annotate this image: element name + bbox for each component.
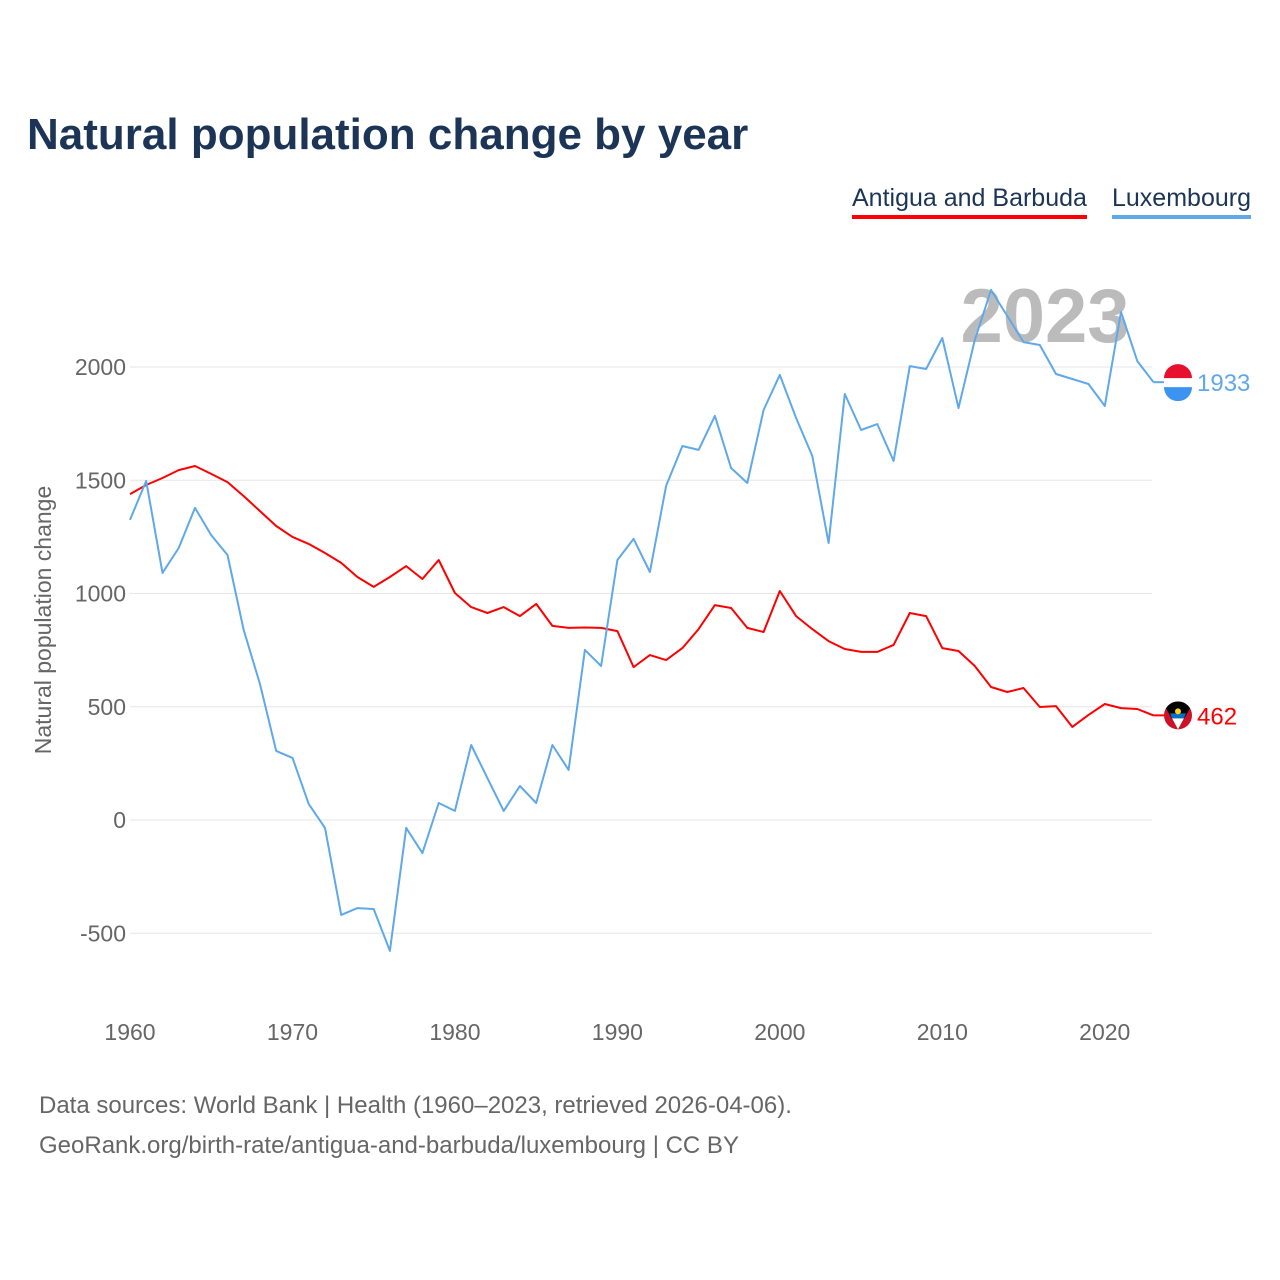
flag-blue-stripe [1164, 387, 1192, 402]
flag-luxembourg-icon [1164, 364, 1192, 402]
x-tick-label: 2020 [1079, 1019, 1130, 1045]
line-chart: 2023 -500 0 500 1000 1500 2000 1960 1970 1980 199… [30, 274, 1250, 1045]
series-line-luxembourg [129, 289, 1155, 952]
y-tick-label: 1000 [75, 581, 126, 607]
y-tick-label: 2000 [75, 354, 126, 380]
x-tick-label: 2000 [754, 1019, 805, 1045]
x-tick-label: 1980 [429, 1019, 480, 1045]
y-axis-label: Natural population change [30, 486, 56, 755]
y-tick-label: 500 [88, 694, 126, 720]
y-tick-label: 0 [113, 807, 126, 833]
footer: Data sources: World Bank | Health (1960–… [39, 1086, 792, 1166]
legend-luxembourg[interactable]: Luxembourg [1112, 184, 1251, 219]
footer-sources: Data sources: World Bank | Health (1960–… [39, 1092, 792, 1119]
x-tick-label: 1960 [104, 1019, 155, 1045]
legend-antigua-and-barbuda[interactable]: Antigua and Barbuda [852, 184, 1087, 219]
x-tick-label: 1970 [267, 1019, 318, 1045]
x-tick-label: 1990 [592, 1019, 643, 1045]
y-tick-label: -500 [80, 920, 126, 946]
end-value-label-antigua-and-barbuda: 462 [1197, 703, 1237, 730]
end-value-label-luxembourg: 1933 [1197, 370, 1250, 397]
year-watermark: 2023 [960, 274, 1129, 359]
chart-title: Natural population change by year [27, 110, 749, 159]
series-line-antigua-and-barbuda [129, 465, 1154, 728]
flag-sun [1175, 708, 1181, 715]
footer-link[interactable]: GeoRank.org/birth-rate/antigua-and-barbu… [39, 1132, 739, 1159]
flag-red-stripe [1164, 364, 1192, 379]
flag-antigua-and-barbuda-icon [1164, 701, 1192, 730]
flag-white [1172, 718, 1184, 730]
flag-blue [1170, 713, 1186, 719]
y-tick-label: 1500 [75, 467, 126, 493]
x-tick-label: 2010 [917, 1019, 968, 1045]
